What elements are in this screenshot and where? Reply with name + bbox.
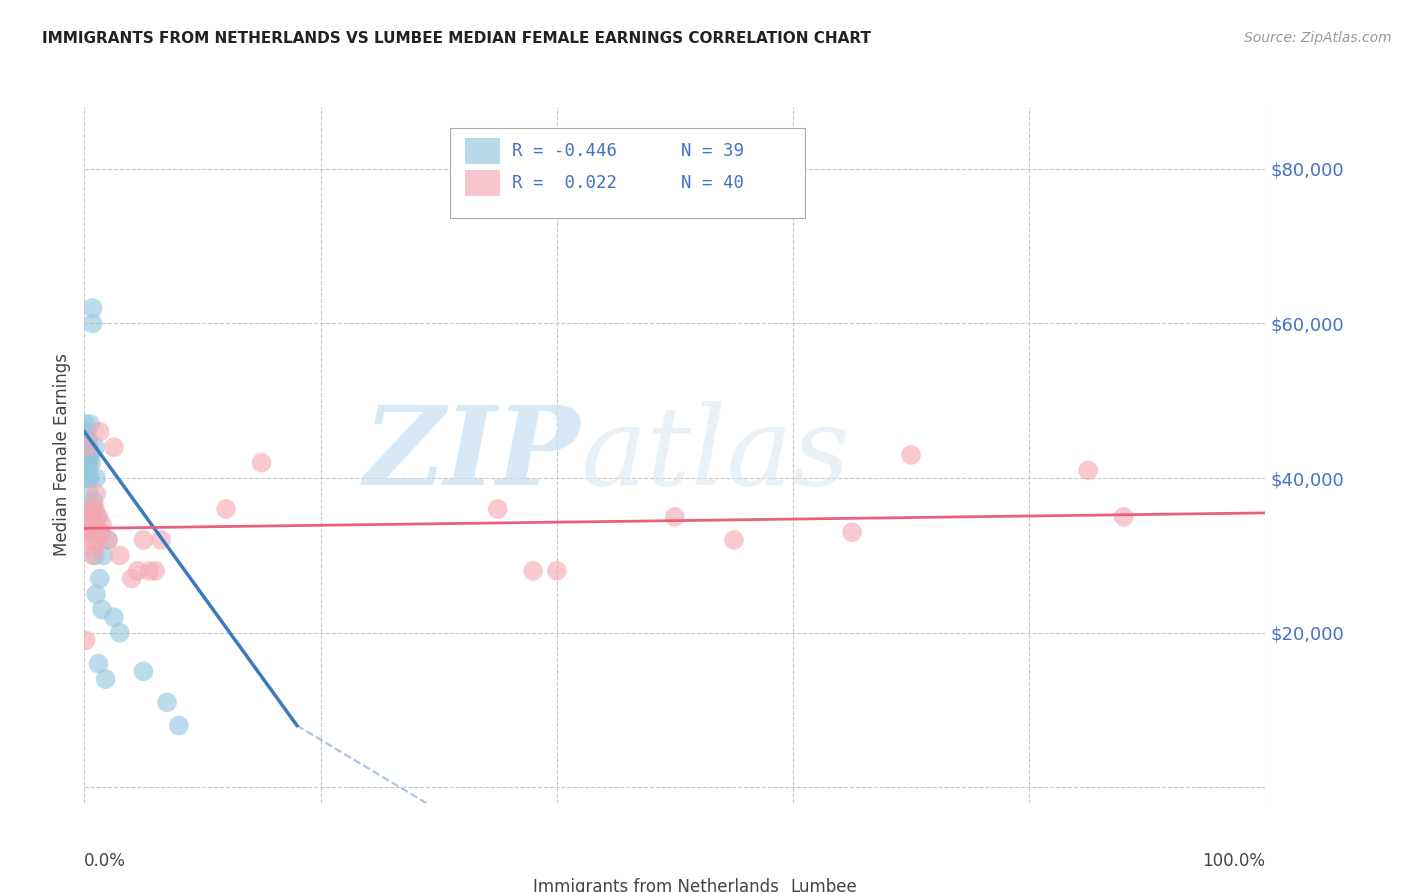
Point <box>87 657 110 671</box>
Text: ZIP: ZIP <box>364 401 581 508</box>
Point <box>75 633 97 648</box>
Point <box>89 572 111 586</box>
Text: Immigrants from Netherlands: Immigrants from Netherlands <box>533 878 779 892</box>
Point <box>86 509 108 524</box>
Point <box>77 471 100 485</box>
Point <box>84 517 107 532</box>
Point <box>77 456 100 470</box>
Point <box>90 525 112 540</box>
Point <box>80 525 103 540</box>
Text: 100.0%: 100.0% <box>1202 852 1265 870</box>
Point <box>91 517 114 532</box>
FancyBboxPatch shape <box>464 137 501 164</box>
Point <box>167 718 190 732</box>
Point <box>79 471 101 485</box>
Point <box>77 448 100 462</box>
Point <box>83 494 105 508</box>
Point <box>77 433 100 447</box>
Point <box>75 417 97 431</box>
Point <box>103 440 125 454</box>
Point <box>77 440 100 454</box>
Point <box>108 625 131 640</box>
Point <box>82 549 104 563</box>
Point <box>723 533 745 547</box>
Point <box>77 456 100 470</box>
Point <box>79 448 101 462</box>
Point <box>76 448 98 462</box>
Point <box>76 425 98 439</box>
Point <box>84 549 107 563</box>
Text: Source: ZipAtlas.com: Source: ZipAtlas.com <box>1244 31 1392 45</box>
Point <box>82 301 104 315</box>
Point <box>84 440 107 454</box>
FancyBboxPatch shape <box>749 876 782 892</box>
Point <box>84 471 107 485</box>
Point <box>97 533 120 547</box>
Point <box>77 525 100 540</box>
Point <box>900 448 922 462</box>
Point <box>1112 509 1135 524</box>
Point <box>841 525 863 540</box>
Point <box>664 509 686 524</box>
Point <box>82 317 104 331</box>
Point <box>108 549 131 563</box>
Point <box>522 564 544 578</box>
Point <box>86 533 108 547</box>
Point <box>84 587 107 601</box>
Point <box>80 456 103 470</box>
Point <box>77 502 100 516</box>
Point <box>89 425 111 439</box>
Text: atlas: atlas <box>581 401 851 508</box>
Point <box>84 486 107 500</box>
FancyBboxPatch shape <box>450 128 804 219</box>
Point <box>77 440 100 454</box>
Point <box>97 533 120 547</box>
Point <box>83 541 105 555</box>
Point <box>486 502 509 516</box>
Point <box>76 440 98 454</box>
Point <box>80 509 103 524</box>
Point <box>150 533 173 547</box>
Point <box>80 502 103 516</box>
Point <box>79 417 101 431</box>
Point <box>143 564 166 578</box>
Point <box>84 502 107 516</box>
Point <box>91 549 114 563</box>
Point <box>84 525 107 540</box>
Point <box>103 610 125 624</box>
Point <box>91 602 114 616</box>
Y-axis label: Median Female Earnings: Median Female Earnings <box>53 353 72 557</box>
Text: N = 40: N = 40 <box>681 174 744 192</box>
Point <box>1077 463 1099 477</box>
Text: 0.0%: 0.0% <box>84 852 127 870</box>
Point <box>87 509 110 524</box>
Point <box>546 564 568 578</box>
Point <box>75 440 97 454</box>
Point <box>80 517 103 532</box>
Point <box>127 564 149 578</box>
Point <box>82 533 104 547</box>
Point <box>132 533 155 547</box>
Point <box>215 502 238 516</box>
Point <box>138 564 160 578</box>
Text: R =  0.022: R = 0.022 <box>512 174 617 192</box>
Text: IMMIGRANTS FROM NETHERLANDS VS LUMBEE MEDIAN FEMALE EARNINGS CORRELATION CHART: IMMIGRANTS FROM NETHERLANDS VS LUMBEE ME… <box>42 31 872 46</box>
FancyBboxPatch shape <box>464 169 501 196</box>
Point <box>79 509 101 524</box>
Point <box>77 486 100 500</box>
Point <box>156 695 179 709</box>
Point <box>77 463 100 477</box>
Point <box>83 525 105 540</box>
Point <box>121 572 143 586</box>
Point <box>132 665 155 679</box>
Text: N = 39: N = 39 <box>681 142 744 160</box>
Point <box>250 456 273 470</box>
Point <box>83 502 105 516</box>
Text: R = -0.446: R = -0.446 <box>512 142 617 160</box>
Point <box>94 672 117 686</box>
FancyBboxPatch shape <box>492 876 524 892</box>
Text: Lumbee: Lumbee <box>790 878 858 892</box>
